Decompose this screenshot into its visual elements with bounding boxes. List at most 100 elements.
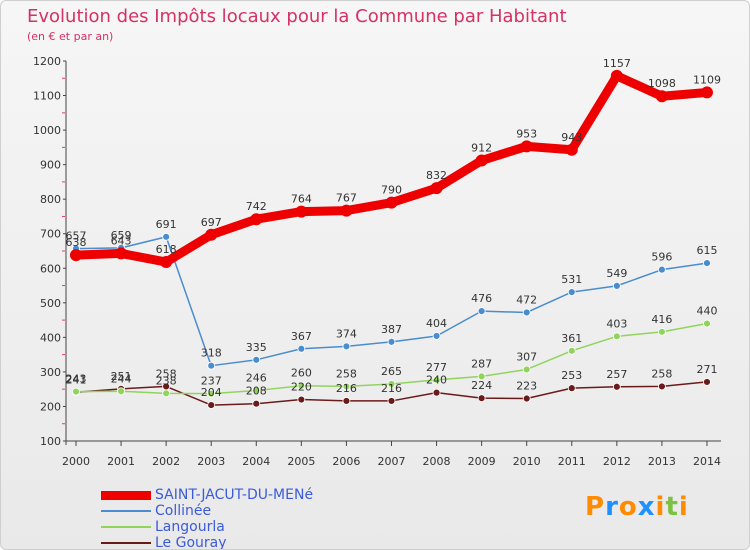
data-point bbox=[340, 204, 353, 217]
data-point bbox=[475, 154, 488, 167]
data-label: 440 bbox=[696, 305, 717, 318]
data-point bbox=[162, 232, 171, 241]
data-label: 287 bbox=[471, 357, 492, 370]
data-point bbox=[522, 308, 531, 317]
x-tick-label: 2014 bbox=[693, 455, 721, 468]
data-point bbox=[430, 182, 443, 195]
data-point bbox=[655, 90, 668, 103]
data-label: 638 bbox=[66, 236, 87, 249]
data-label: 260 bbox=[291, 367, 312, 380]
data-label: 549 bbox=[606, 267, 627, 280]
data-label: 216 bbox=[381, 382, 402, 395]
data-label: 367 bbox=[291, 330, 312, 343]
y-tick-label: 1200 bbox=[33, 55, 61, 68]
data-label: 220 bbox=[291, 381, 312, 394]
legend-swatch bbox=[101, 490, 151, 500]
logo-letter: P bbox=[585, 492, 606, 522]
data-label: 258 bbox=[651, 367, 672, 380]
data-point bbox=[342, 382, 351, 391]
data-point bbox=[610, 69, 623, 82]
data-point bbox=[117, 387, 125, 396]
y-tick-label: 1000 bbox=[33, 124, 61, 137]
y-tick-label: 1100 bbox=[33, 90, 61, 103]
logo-letter: i bbox=[655, 492, 666, 522]
data-label: 223 bbox=[516, 380, 537, 393]
data-point bbox=[295, 205, 308, 218]
chart-legend: SAINT-JACUT-DU-MENé Collinée Langourla Le G… bbox=[101, 487, 313, 549]
data-point bbox=[658, 382, 666, 391]
data-label: 258 bbox=[156, 367, 177, 380]
data-label: 238 bbox=[156, 374, 177, 387]
y-tick-label: 700 bbox=[40, 228, 61, 241]
legend-swatch bbox=[101, 510, 151, 512]
legend-swatch bbox=[101, 526, 151, 528]
data-point bbox=[432, 375, 441, 384]
chart-subtitle: (en € et par an) bbox=[27, 30, 114, 43]
legend-swatch bbox=[101, 542, 151, 544]
data-label: 258 bbox=[336, 367, 357, 380]
data-label: 912 bbox=[471, 141, 492, 154]
data-point bbox=[703, 259, 711, 267]
logo-letter: r bbox=[605, 492, 619, 522]
data-point bbox=[387, 397, 396, 405]
logo-letter: o bbox=[618, 492, 638, 522]
data-point bbox=[567, 384, 576, 393]
x-tick-label: 2008 bbox=[423, 455, 451, 468]
data-point bbox=[658, 327, 666, 336]
data-point bbox=[387, 380, 396, 388]
x-tick-label: 2013 bbox=[648, 455, 676, 468]
logo-letter: t bbox=[665, 492, 679, 522]
data-label: 257 bbox=[606, 368, 627, 381]
x-tick-label: 2002 bbox=[152, 455, 180, 468]
data-label: 253 bbox=[561, 369, 582, 382]
data-point bbox=[477, 307, 486, 316]
data-point bbox=[72, 387, 80, 396]
x-tick-label: 2012 bbox=[603, 455, 631, 468]
data-label: 953 bbox=[516, 127, 537, 140]
x-tick-label: 2000 bbox=[62, 455, 90, 468]
data-point bbox=[252, 355, 261, 364]
data-label: 277 bbox=[426, 361, 447, 374]
x-tick-label: 2011 bbox=[558, 455, 586, 468]
legend-label: SAINT-JACUT-DU-MENé bbox=[155, 487, 314, 503]
series-line-0 bbox=[71, 71, 712, 267]
data-label: 265 bbox=[381, 365, 402, 378]
data-point bbox=[658, 265, 666, 274]
data-label: 943 bbox=[561, 131, 582, 144]
data-point bbox=[703, 378, 711, 386]
data-label: 832 bbox=[426, 169, 447, 182]
data-label: 764 bbox=[291, 193, 312, 206]
data-label: 1098 bbox=[648, 77, 676, 90]
data-point bbox=[567, 346, 576, 355]
chart-title: Evolution des Impôts locaux pour la Comm… bbox=[27, 6, 567, 27]
data-label: 790 bbox=[381, 184, 402, 197]
legend-item: Collinée bbox=[101, 503, 313, 519]
data-point bbox=[567, 288, 576, 297]
data-label: 251 bbox=[111, 370, 132, 383]
data-point bbox=[207, 361, 216, 370]
data-point bbox=[432, 388, 441, 397]
data-point bbox=[477, 372, 486, 381]
data-label: 1157 bbox=[603, 57, 631, 70]
x-tick-label: 2003 bbox=[197, 455, 225, 468]
data-label: 643 bbox=[111, 234, 132, 247]
data-point bbox=[385, 196, 398, 209]
x-tick-label: 2009 bbox=[468, 455, 496, 468]
data-label: 318 bbox=[201, 347, 222, 360]
legend-label: Collinée bbox=[155, 503, 212, 519]
data-label: 742 bbox=[246, 200, 267, 213]
data-point bbox=[252, 386, 261, 395]
data-label: 241 bbox=[66, 373, 87, 386]
data-point bbox=[700, 86, 713, 99]
legend-label: Langourla bbox=[155, 519, 225, 535]
data-label: 403 bbox=[606, 317, 627, 330]
y-tick-label: 600 bbox=[40, 262, 61, 275]
legend-item: SAINT-JACUT-DU-MENé bbox=[101, 487, 313, 503]
data-point bbox=[297, 344, 306, 353]
x-tick-label: 2004 bbox=[242, 455, 270, 468]
data-point bbox=[612, 382, 621, 391]
data-label: 361 bbox=[561, 332, 582, 345]
y-tick-label: 100 bbox=[40, 435, 61, 448]
